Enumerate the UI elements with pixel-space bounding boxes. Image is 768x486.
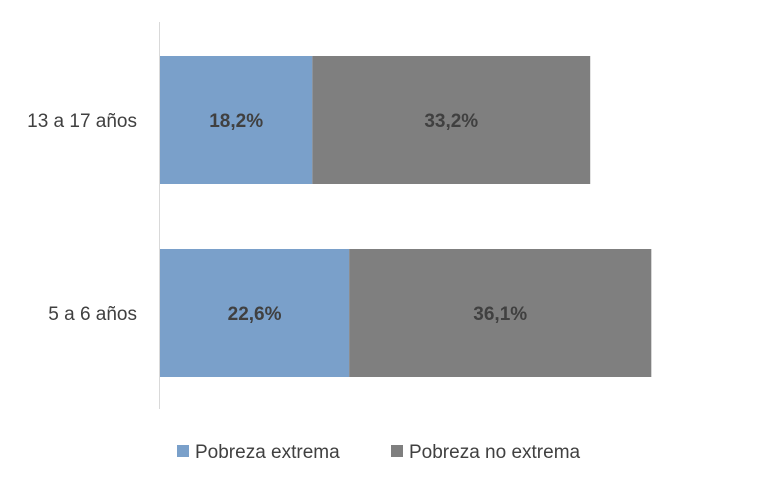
bar-group: 13 a 17 años 18,2% 33,2% 5 a 6 años 22,6% 36,…	[27, 56, 652, 377]
legend-swatch-pobreza-no-extrema	[391, 445, 403, 457]
bar-pobreza-no-extrema-13-a-17-anos	[312, 56, 591, 184]
legend-swatch-pobreza-extrema	[177, 445, 189, 457]
legend-label-pobreza-no-extrema: Pobreza no extrema	[409, 442, 581, 463]
bar-pobreza-no-extrema-5-a-6-anos	[349, 249, 652, 377]
bar-pobreza-extrema-5-a-6-anos	[160, 249, 350, 377]
legend-label-pobreza-extrema: Pobreza extrema	[195, 442, 340, 463]
category-label-13-a-17-anos: 13 a 17 años	[27, 111, 137, 132]
data-label-pobreza-no-extrema-13-a-17-anos: 33,2%	[424, 111, 478, 132]
category-label-5-a-6-anos: 5 a 6 años	[48, 304, 137, 325]
bar-pobreza-extrema-13-a-17-anos	[160, 56, 313, 184]
data-label-pobreza-no-extrema-5-a-6-anos: 36,1%	[473, 304, 527, 325]
data-label-pobreza-extrema-13-a-17-anos: 18,2%	[209, 111, 263, 132]
data-label-pobreza-extrema-5-a-6-anos: 22,6%	[228, 304, 282, 325]
legend: Pobreza extrema Pobreza no extrema	[177, 442, 581, 463]
